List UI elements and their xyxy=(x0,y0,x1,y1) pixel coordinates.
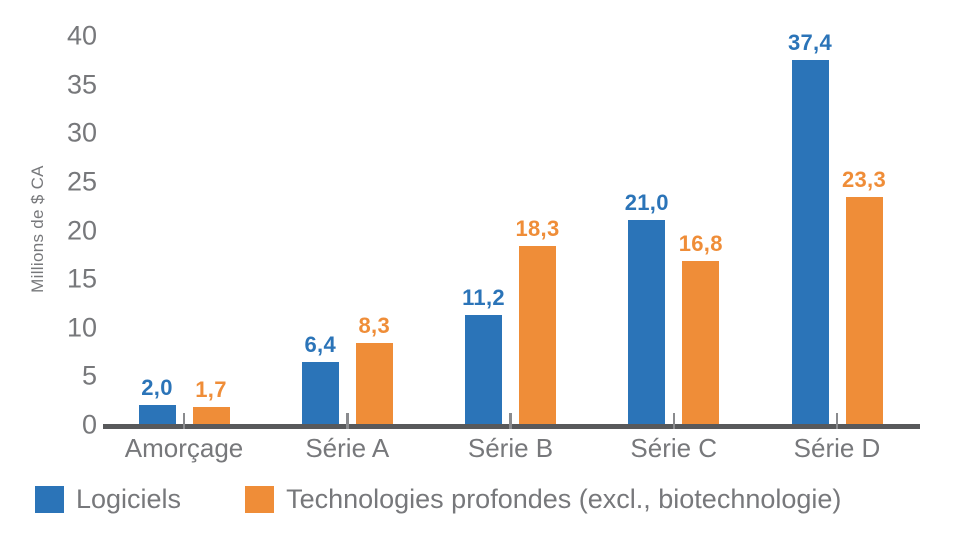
x-axis-tick xyxy=(346,413,349,429)
y-tick-label: 35 xyxy=(66,69,97,100)
y-tick-label: 40 xyxy=(66,20,97,51)
y-tick-label: 25 xyxy=(66,166,97,197)
y-tick-label: 10 xyxy=(66,312,97,343)
x-category-label: Série D xyxy=(793,433,881,463)
bar xyxy=(628,219,666,424)
x-category-label: Série B xyxy=(467,433,554,463)
bar xyxy=(845,197,883,424)
bar-value-label: 1,7 xyxy=(195,377,227,403)
y-tick-label: 20 xyxy=(66,215,97,245)
bar xyxy=(192,407,230,424)
bar xyxy=(519,246,556,424)
bar xyxy=(301,361,339,424)
bar xyxy=(791,60,829,424)
x-axis-tick xyxy=(182,413,186,429)
legend-swatch xyxy=(35,486,64,513)
bar-value-label: 2,0 xyxy=(141,374,173,400)
bar xyxy=(465,315,502,424)
legend: Logiciels Technologies profondes (excl., … xyxy=(35,484,841,515)
legend-item: Logiciels xyxy=(35,484,181,515)
bar-value-label: 6,4 xyxy=(304,331,336,357)
bar-value-label: 11,2 xyxy=(462,285,505,311)
y-tick-label: 5 xyxy=(81,360,97,391)
bar xyxy=(355,343,393,424)
bar-value-label: 8,3 xyxy=(358,313,390,339)
x-axis-tick xyxy=(672,413,675,429)
legend-item: Technologies profondes (excl., biotechno… xyxy=(245,484,841,515)
legend-label: Technologies profondes (excl., biotechno… xyxy=(286,484,842,514)
bar-value-label: 21,0 xyxy=(624,189,669,215)
bar-value-label: 18,3 xyxy=(515,216,560,242)
x-category-label: Série A xyxy=(305,433,390,463)
y-tick-label: 0 xyxy=(81,409,97,440)
bar xyxy=(138,404,176,424)
bar-value-label: 37,4 xyxy=(787,30,833,56)
bar-value-label: 16,8 xyxy=(678,230,723,256)
legend-label: Logiciels xyxy=(76,484,182,514)
x-category-label: Série C xyxy=(630,433,718,463)
bar-value-label: 23,3 xyxy=(841,167,887,193)
x-axis-tick xyxy=(509,413,512,429)
legend-swatch xyxy=(245,486,275,513)
y-tick-label: 15 xyxy=(66,263,97,294)
x-category-label: Amorçage xyxy=(124,433,244,463)
y-tick-label: 30 xyxy=(66,117,97,148)
x-axis-tick xyxy=(835,413,839,429)
bar xyxy=(682,260,720,424)
